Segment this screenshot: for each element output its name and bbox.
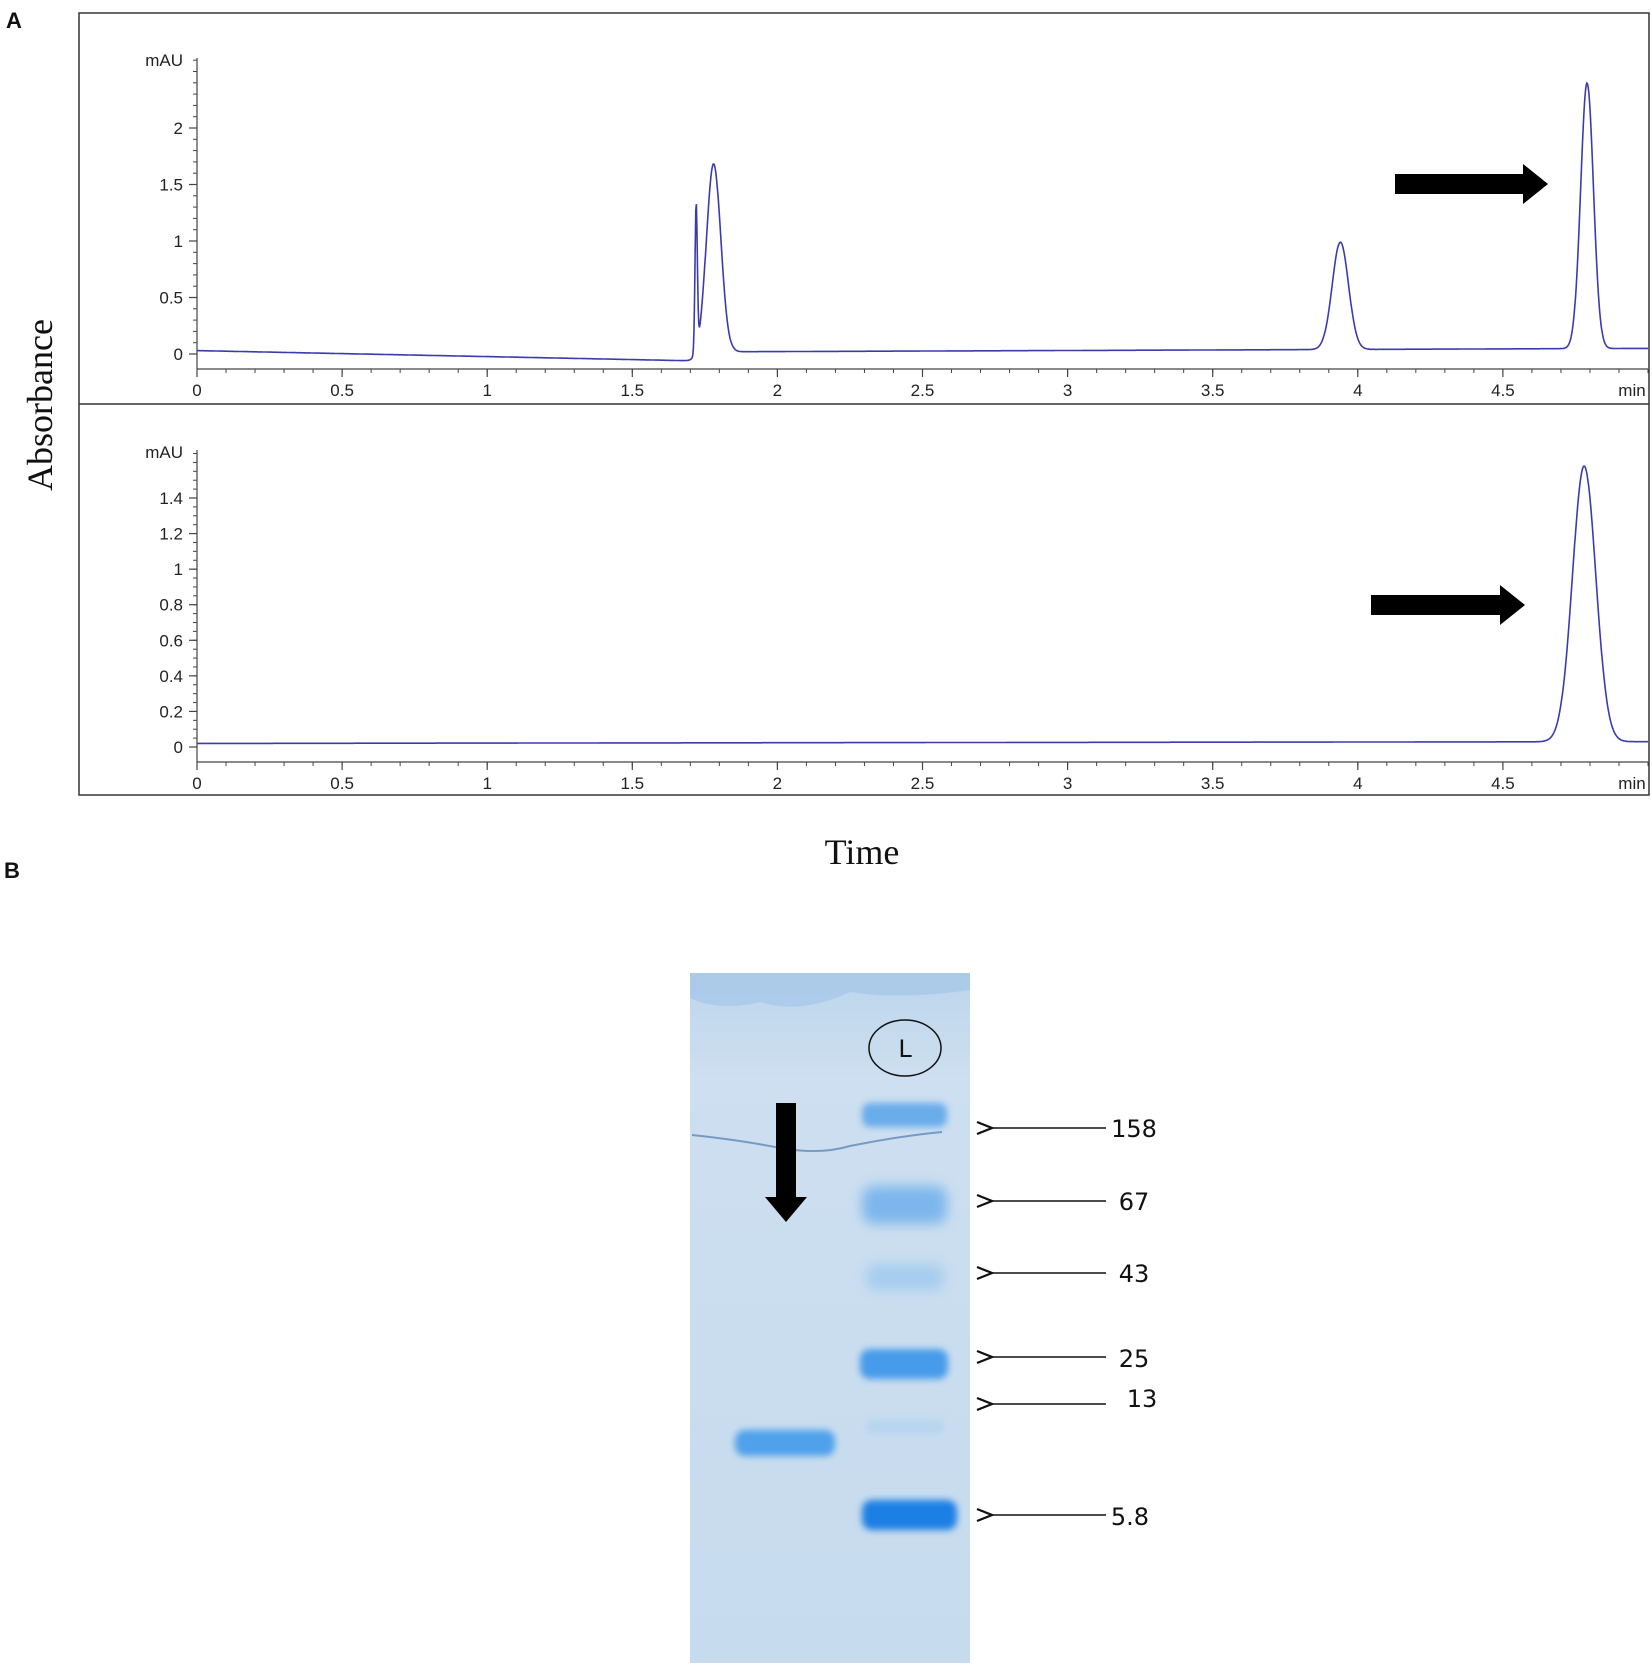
x-tick-label: 3.5 — [1201, 774, 1225, 793]
chromatogram-bottom: 0 0.5 1 1.5 2 2.5 3 3.5 4 4.5 min 0 0.2 0.4 0.6 0.8 1 1.2… — [145, 443, 1649, 793]
x-axis-label: Time — [825, 832, 900, 872]
y-tick-label: 1 — [174, 560, 183, 579]
x-tick-label: 1 — [482, 774, 491, 793]
y-unit-label: mAU — [145, 443, 183, 462]
x-tick-label: 3 — [1063, 381, 1072, 400]
x-tick-label: 2 — [773, 381, 782, 400]
x-tick-label: 4 — [1353, 381, 1362, 400]
x-tick-label: 0 — [192, 381, 201, 400]
chromatogram-trace — [197, 465, 1648, 745]
x-tick-label: 3 — [1063, 774, 1072, 793]
x-tick-label: 4.5 — [1491, 381, 1515, 400]
chromatogram-figure: 0 0.5 1 1.5 2 2.5 3 3.5 4 4.5 min 0 0.5 1 1.5 2 mAU 0 0.5… — [20, 12, 1650, 872]
x-tick-label: 1.5 — [620, 774, 644, 793]
x-tick-label: 4 — [1353, 774, 1362, 793]
ladder-lane-circle — [868, 1019, 942, 1077]
y-tick-label: 1.5 — [159, 176, 183, 195]
gel-crack-line — [691, 1131, 943, 1153]
mw-marker-label: 67 — [1119, 1188, 1150, 1216]
ladder-band-25 — [860, 1349, 948, 1379]
x-tick-label: 4.5 — [1491, 774, 1515, 793]
chromatogram-top: 0 0.5 1 1.5 2 2.5 3 3.5 4 4.5 min 0 0.5 1 1.5 2 mAU — [145, 51, 1649, 400]
x-tick-label: 2 — [773, 774, 782, 793]
mw-marker-label: 158 — [1111, 1115, 1157, 1143]
y-tick-label: 0 — [174, 738, 183, 757]
gel-image — [690, 973, 970, 1663]
y-tick-label: 0.5 — [159, 289, 183, 308]
x-tick-label: 0 — [192, 774, 201, 793]
y-unit-label: mAU — [145, 51, 183, 70]
peak-arrow-annotation — [1371, 585, 1525, 625]
ladder-band-13 — [866, 1420, 944, 1434]
y-tick-label: 1 — [174, 232, 183, 251]
x-tick-label: 1 — [482, 381, 491, 400]
x-tick-label: 2.5 — [911, 381, 935, 400]
x-tick-label: 3.5 — [1201, 381, 1225, 400]
y-axis-label: Absorbance — [20, 319, 60, 491]
x-tick-label: 0.5 — [330, 381, 354, 400]
y-tick-label: 2 — [174, 119, 183, 138]
arrow-shaft — [1371, 595, 1500, 615]
y-tick-label: 1.2 — [159, 525, 183, 544]
mw-marker-label: 13 — [1127, 1385, 1158, 1413]
ladder-bands — [860, 1103, 957, 1530]
y-tick-label: 0 — [174, 345, 183, 364]
x-tick-label: 1.5 — [620, 381, 644, 400]
gel-well-top — [690, 973, 970, 1007]
molecular-weight-markers: 158 67 43 25 13 5.8 — [992, 1115, 1157, 1531]
ladder-band-158 — [862, 1103, 947, 1127]
mw-marker-label: 25 — [1119, 1345, 1150, 1373]
y-tick-label: 0.4 — [159, 667, 183, 686]
ladder-band-67 — [862, 1186, 947, 1224]
sample-band — [735, 1430, 835, 1456]
ladder-band-5.8 — [862, 1500, 957, 1530]
y-tick-label: 0.8 — [159, 596, 183, 615]
arrow-head — [1500, 585, 1525, 625]
arrow-shaft — [1395, 174, 1523, 194]
x-unit-label: min — [1618, 774, 1645, 793]
mw-marker-label: 43 — [1119, 1260, 1150, 1288]
y-tick-label: 1.4 — [159, 489, 183, 508]
panel-a-label: A — [6, 8, 22, 33]
y-tick-label: 0.6 — [159, 631, 183, 650]
x-tick-label: 2.5 — [911, 774, 935, 793]
panel-b-label: B — [4, 858, 20, 883]
arrow-head — [1523, 164, 1548, 204]
mw-marker-label: 5.8 — [1111, 1503, 1149, 1531]
x-unit-label: min — [1618, 381, 1645, 400]
ladder-band-43 — [866, 1264, 944, 1290]
sample-down-arrow — [765, 1103, 807, 1222]
y-tick-label: 0.2 — [159, 702, 183, 721]
ladder-lane-label: L — [898, 1035, 912, 1063]
peak-arrow-annotation — [1395, 164, 1548, 204]
x-tick-label: 0.5 — [330, 774, 354, 793]
chromatogram-trace — [197, 81, 1648, 362]
